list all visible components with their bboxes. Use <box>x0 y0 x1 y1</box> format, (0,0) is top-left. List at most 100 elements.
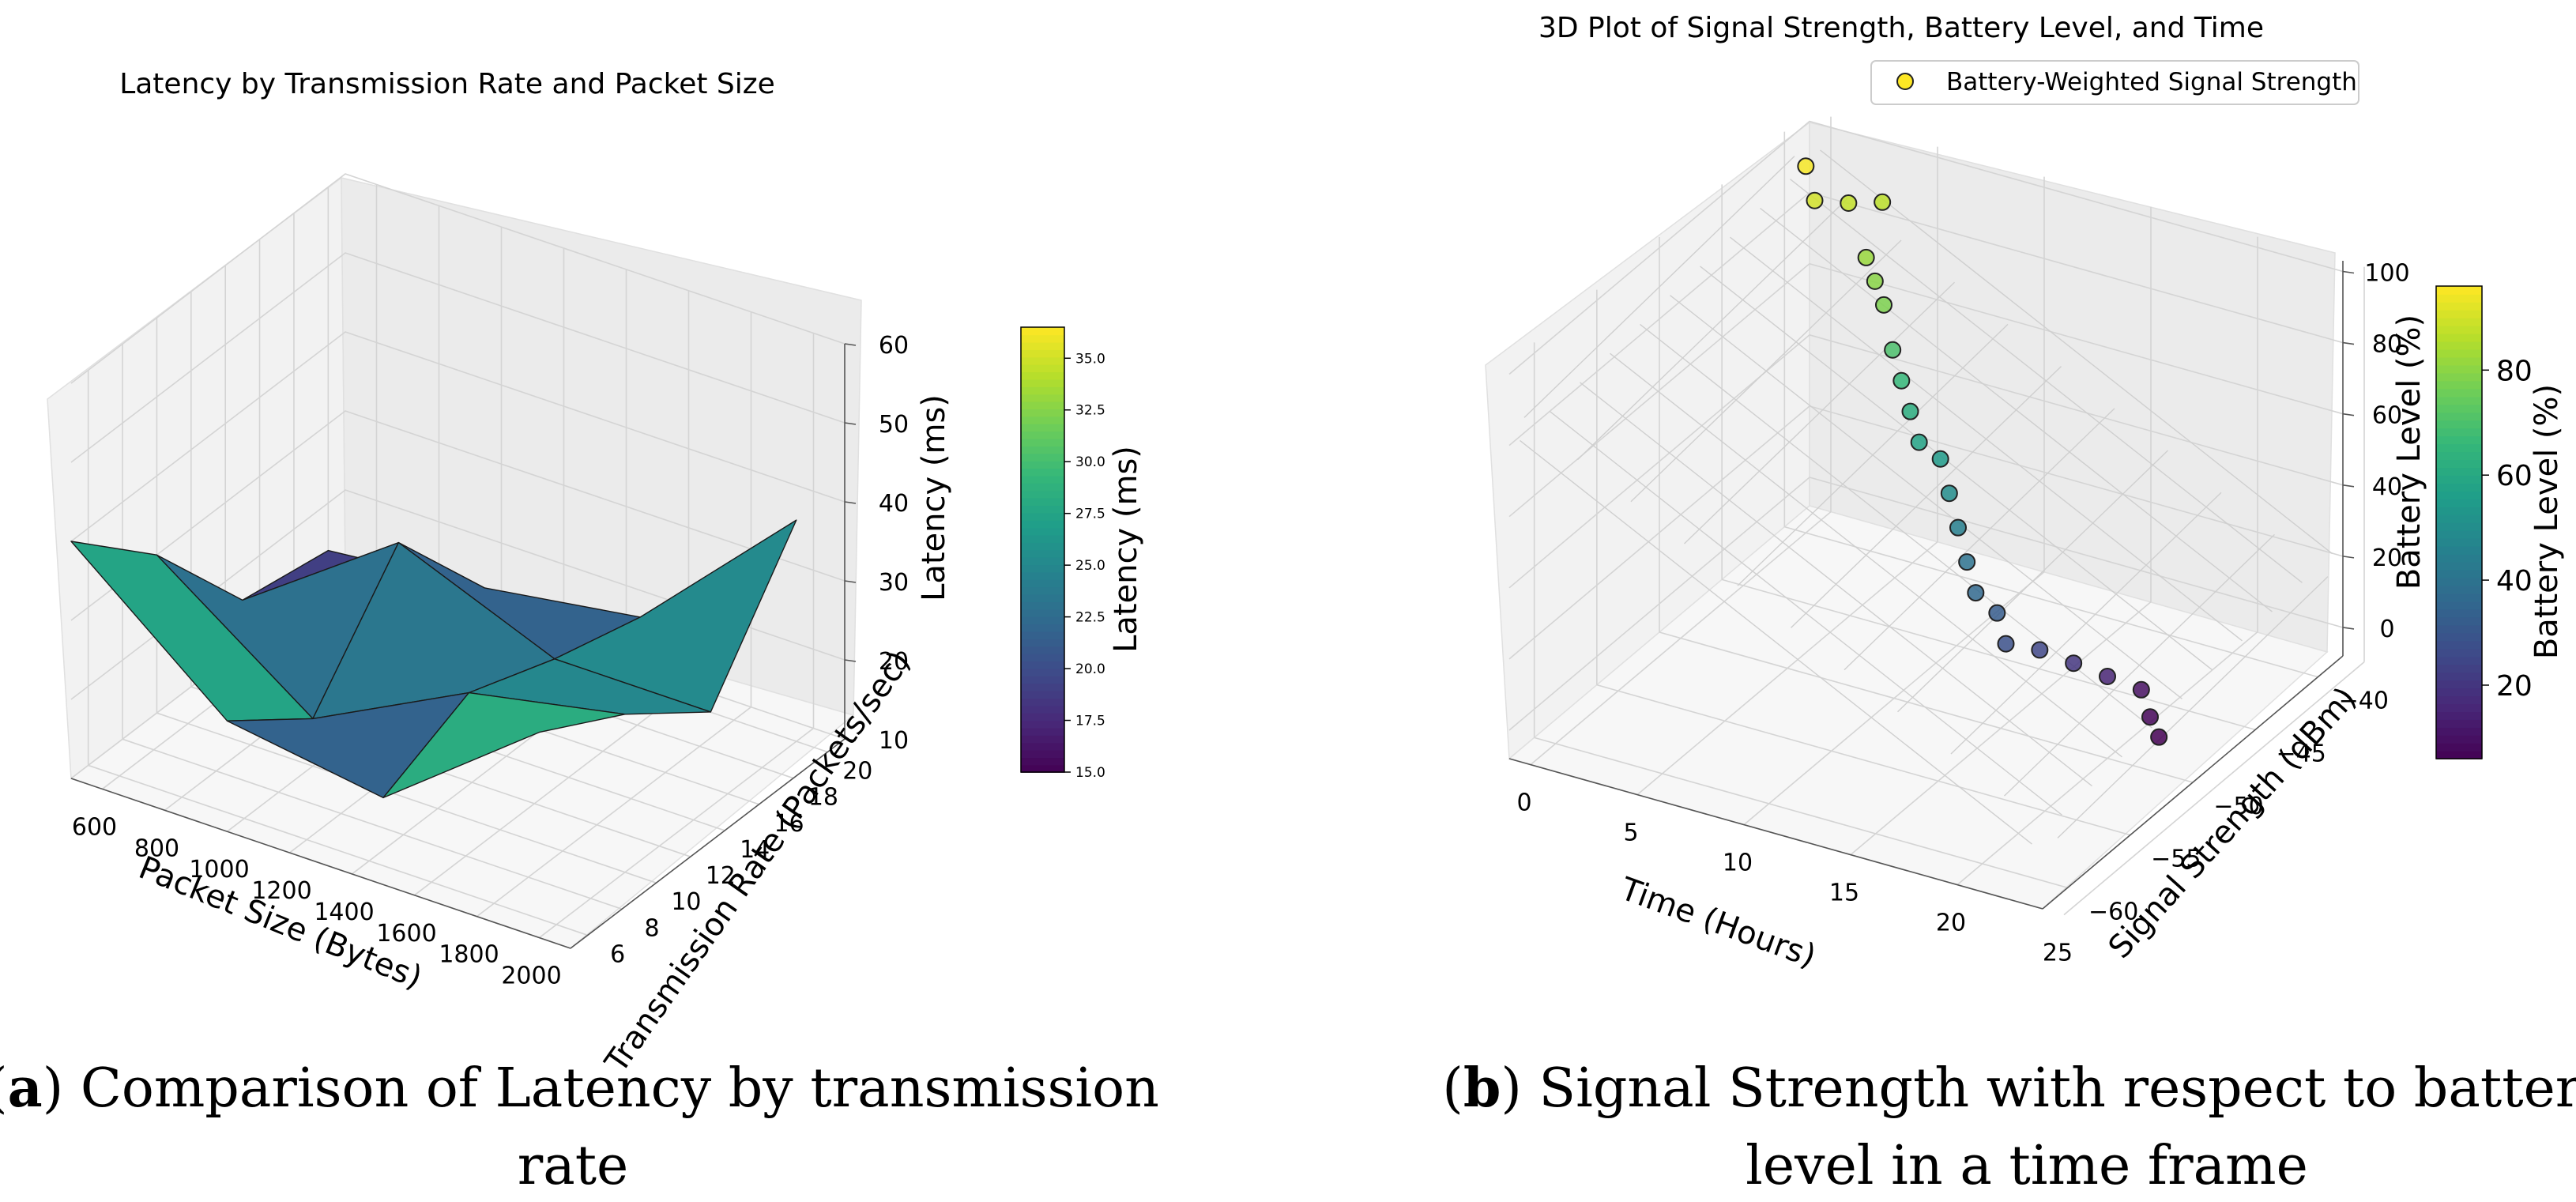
panel-b-colorbar-segment <box>2436 388 2482 398</box>
panel-a-axis-line <box>570 738 845 949</box>
panel-b-wall-gridline-z <box>1508 191 2344 447</box>
panel-b-y-tick-label: −55 <box>2151 846 2201 873</box>
panel-b-colorbar-segment <box>2436 428 2482 437</box>
panel-a-colorbar-segment <box>1021 371 1064 380</box>
panel-b-colorbar-segment <box>2436 664 2482 673</box>
panel-a: Latency by Transmission Rate and Packet … <box>47 68 1144 1080</box>
panel-b-colorbar-segment <box>2436 475 2482 484</box>
panel-a-colorbar-segment <box>1021 394 1064 402</box>
panel-b-plane-line <box>2004 533 2275 797</box>
panel-b-plane-line <box>2057 576 2329 838</box>
panel-b-colorbar-segment <box>2436 632 2482 642</box>
panel-a-y-tick-label: 12 <box>706 862 736 890</box>
panel-a-wall-gridline-z <box>70 252 845 463</box>
panel-a-floor-gridline-y <box>88 764 588 936</box>
panel-b-data-point <box>1875 296 1892 314</box>
panel-a-floor-gridline-y <box>156 712 657 884</box>
panel-a-colorbar-segment <box>1021 542 1064 551</box>
panel-a-colorbar-segment <box>1021 631 1064 639</box>
panel-a-colorbar-segment <box>1021 698 1064 707</box>
panel-a-surface <box>70 519 797 799</box>
panel-a-floor-gridline-x <box>414 685 689 896</box>
panel-a-colorbar-segment <box>1021 609 1064 617</box>
panel-b-data-point <box>1866 272 1884 290</box>
panel-b-data-point <box>1910 433 1928 451</box>
panel-b-colorbar-segment <box>2436 522 2482 531</box>
panel-b-data-point <box>2099 667 2116 685</box>
panel-b-z-tick-mark <box>2342 270 2355 274</box>
panel-a-colorbar-segment <box>1021 757 1064 766</box>
panel-a-z-tick-label: 50 <box>879 411 909 439</box>
panel-b-data-point <box>1940 484 1958 503</box>
panel-a-z-tick-mark <box>844 422 857 425</box>
panel-b-colorbar-segment <box>2436 529 2482 539</box>
panel-b-colorbar-segment <box>2436 743 2482 752</box>
panel-b-colorbar-segment <box>2436 553 2482 563</box>
panel-b-y-tick-label: −50 <box>2213 793 2263 820</box>
panel-b-colorbar-tick-label: 20 <box>2496 670 2533 703</box>
panel-b-colorbar-segment <box>2436 680 2482 689</box>
panel-a-z-tick-label: 10 <box>879 727 909 755</box>
panel-b-colorbar-segment <box>2436 711 2482 720</box>
panel-b-colorbar-segment <box>2436 719 2482 728</box>
panel-b-y-tick-label: −40 <box>2339 688 2389 715</box>
panel-a-colorbar-segment <box>1021 438 1064 447</box>
panel-a-colorbar-tick-label: 17.5 <box>1075 714 1105 729</box>
panel-b-colorbar-segment <box>2436 467 2482 476</box>
panel-b-ticks: 0 5 10 15 20 25 −60 −55 −50 −45 −40 0 20 40 60 80 100 <box>1516 260 2409 967</box>
panel-a-colorbar-segment <box>1021 468 1064 477</box>
panel-a-colorbar-segment <box>1021 683 1064 691</box>
panel-b-floor-gridline-x <box>2063 661 2365 916</box>
panel-a-colorbar-segment <box>1021 705 1064 714</box>
panel-b-colorbar-segment <box>2436 317 2482 326</box>
panel-b-colorbar-segment <box>2436 640 2482 650</box>
panel-a-colorbar-segment <box>1021 341 1064 350</box>
panel-a-floor-gridline-x <box>539 727 814 939</box>
panel-a-colorbar-segment <box>1021 579 1064 588</box>
panel-b-colorbar-segment <box>2436 624 2482 634</box>
panel-a-z-axis-label: Latency (ms) <box>916 394 952 601</box>
panel-b-colorbar-segment <box>2436 356 2482 366</box>
panel-a-colorbar-segment <box>1021 749 1064 759</box>
panel-b-colorbar-segment <box>2436 404 2482 413</box>
panel-b-x-tick-label: 10 <box>1723 850 1753 877</box>
panel-a-colorbar-segment <box>1021 571 1064 580</box>
panel-a-x-tick-label: 1600 <box>376 920 436 948</box>
caption-a-line-1: (a) Comparison of Latency by transmissio… <box>0 1057 1159 1120</box>
panel-b-wall-gridline-z <box>1508 262 2344 518</box>
panel-b-data-point <box>1901 402 1919 420</box>
panel-a-colorbar-tick-label: 30.0 <box>1075 454 1105 470</box>
panel-b-x-tick-label: 25 <box>2043 940 2073 967</box>
panel-b-colorbar-segment <box>2436 301 2482 311</box>
panel-a-colorbar-segment <box>1021 386 1064 395</box>
panel-a-colorbar-segment <box>1021 519 1064 529</box>
panel-b-data-point <box>1874 193 1892 211</box>
panel-b-legend-marker <box>1896 73 1914 90</box>
panel-a-wall-gridline-z <box>70 331 845 542</box>
caption-b: (b) Signal Strength with respect to batt… <box>1442 1057 2576 1197</box>
panel-a-colorbar-segment <box>1021 505 1064 514</box>
panel-b-colorbar-segment <box>2436 333 2482 342</box>
panel-b-colorbar-segment <box>2436 545 2482 555</box>
panel-b-colorbar-segment <box>2436 656 2482 665</box>
panel-a-surface-facet <box>382 691 626 799</box>
panel-a-colorbar-segment <box>1021 364 1064 373</box>
panel-b-colorbar-segment <box>2436 672 2482 681</box>
panel-b-data-point <box>1949 518 1967 537</box>
panel-a-colorbar-segment <box>1021 624 1064 632</box>
caption-b-text: Signal Strength with respect to battery <box>1539 1057 2576 1120</box>
panel-a-x-tick-label: 1400 <box>314 899 374 926</box>
panel-a-x-tick-label: 1000 <box>189 856 249 884</box>
panel-a-colorbar-tick-label: 22.5 <box>1075 610 1105 626</box>
panel-a-colorbar-segment <box>1021 512 1064 521</box>
panel-b-colorbar-segment <box>2436 569 2482 578</box>
panel-b-wall-gridline-z <box>1508 333 2344 589</box>
panel-a-ticks: 6008001000120014001600180020006810121416… <box>72 332 909 990</box>
panel-b-y-tick-label: −60 <box>2088 898 2138 925</box>
panel-b-colorbar-segment <box>2436 349 2482 358</box>
panel-b-x-tick-label: 0 <box>1516 789 1531 817</box>
panel-b-colorbar-segment <box>2436 412 2482 421</box>
panel-a-colorbar-segment <box>1021 556 1064 566</box>
panel-b-z-axis-label: Battery Level (%) <box>2391 315 2427 590</box>
panel-b-gridlines <box>1508 116 2365 916</box>
